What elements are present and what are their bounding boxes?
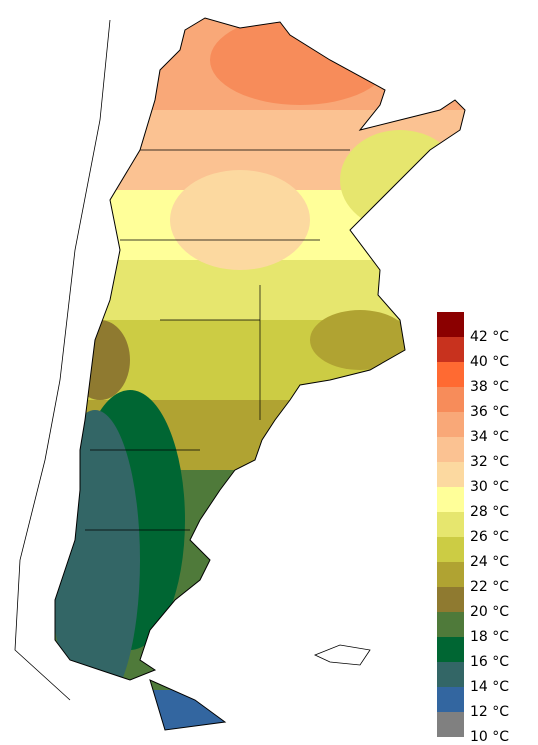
legend-label: 26 °C [470,529,509,545]
legend-swatch [437,362,464,387]
legend-swatch [437,687,464,712]
legend-label: 34 °C [470,429,509,445]
country-outline [54,17,466,731]
legend-swatch [437,537,464,562]
legend-label: 22 °C [470,579,509,595]
legend-swatch [437,562,464,587]
legend-label: 38 °C [470,379,509,395]
legend-label: 24 °C [470,554,509,570]
legend-label: 36 °C [470,404,509,420]
legend-swatch [437,637,464,662]
legend-label: 18 °C [470,629,509,645]
legend-swatch [437,337,464,362]
legend-swatch [437,662,464,687]
legend: 42 °C 40 °C 38 °C 36 °C 34 °C 32 °C 30 °C 28 °C… [437,312,509,745]
legend-swatch [437,437,464,462]
legend-label: 32 °C [470,454,509,470]
legend-swatch [437,412,464,437]
legend-label: 30 °C [470,479,509,495]
legend-swatch [437,587,464,612]
legend-swatch [437,512,464,537]
islands [313,644,371,666]
legend-swatch [437,462,464,487]
legend-label: 20 °C [470,604,509,620]
legend-label: 28 °C [470,504,509,520]
legend-label: 10 °C [470,729,509,745]
neighbor-outline [14,19,111,701]
province-borders [85,149,350,531]
legend-label: 12 °C [470,704,509,720]
legend-label: 42 °C [470,329,509,345]
legend-swatch [437,612,464,637]
legend-label: 14 °C [470,679,509,695]
legend-label: 16 °C [470,654,509,670]
legend-swatch [437,712,464,737]
legend-swatch [437,312,464,337]
legend-swatch [437,487,464,512]
legend-swatch [437,387,464,412]
legend-label: 40 °C [470,354,509,370]
